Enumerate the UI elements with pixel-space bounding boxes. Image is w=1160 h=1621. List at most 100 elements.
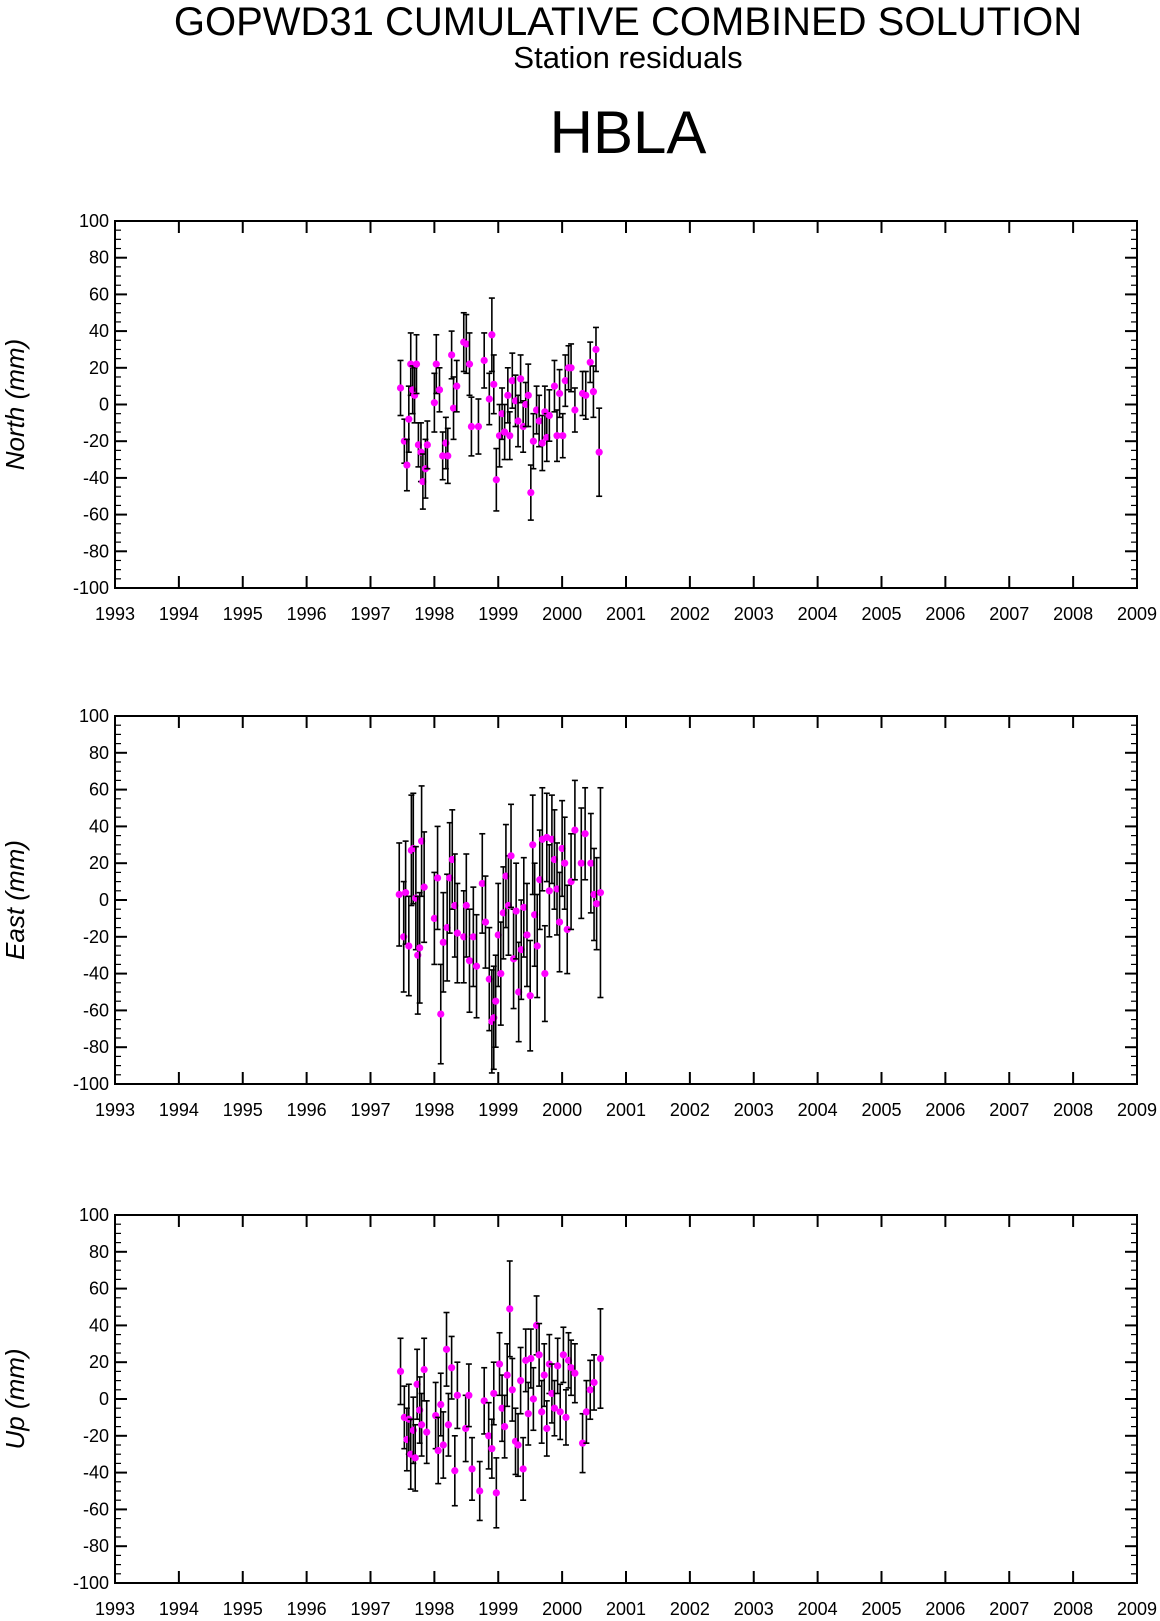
station-name: HBLA (549, 99, 707, 166)
x-tick-label: 2003 (734, 604, 774, 624)
y-axis-label: East (mm) (0, 840, 30, 960)
data-point (420, 1365, 428, 1374)
y-tick-label: 60 (89, 284, 109, 304)
data-point (529, 841, 537, 849)
data-point (567, 364, 575, 372)
data-point (504, 391, 512, 399)
data-point (490, 1389, 498, 1398)
x-tick-label: 2008 (1053, 604, 1093, 624)
x-tick-label: 2009 (1117, 1100, 1157, 1120)
data-point (439, 938, 447, 946)
data-point (405, 415, 413, 423)
plot-frame (114, 220, 1138, 589)
y-tick-label: -20 (83, 1426, 109, 1446)
chart-panel-1: 1993 1994 1995 1996 1997 1998 1999 2000 2001 2002… (0, 211, 1157, 624)
data-point (492, 997, 500, 1005)
data-point (403, 461, 411, 469)
data-point (430, 399, 438, 407)
x-tick-label: 2003 (734, 1599, 774, 1619)
data-point (514, 1441, 522, 1449)
y-tick-label: 20 (89, 1352, 109, 1372)
x-tick-label: 1994 (159, 1599, 199, 1619)
data-point (481, 918, 490, 926)
x-tick-label: 2001 (606, 604, 646, 624)
data-point (412, 360, 421, 368)
y-tick-label: 80 (89, 1242, 109, 1262)
data-point (449, 404, 458, 412)
y-tick-label: 100 (79, 706, 109, 726)
y-tick-label: -40 (83, 468, 109, 488)
y-tick-label: 0 (99, 1389, 109, 1409)
y-tick-label: -80 (83, 541, 109, 561)
data-point (559, 1351, 568, 1359)
x-tick-label: 2004 (798, 604, 838, 624)
data-point (469, 933, 477, 941)
data-point (593, 900, 601, 908)
x-tick-label: 1996 (287, 604, 327, 624)
data-point (423, 1428, 431, 1436)
x-tick-label: 2007 (989, 604, 1029, 624)
data-point (517, 1377, 525, 1385)
data-point (418, 1421, 426, 1429)
y-tick-label: -40 (83, 1463, 109, 1483)
data-point (495, 1360, 504, 1368)
data-point (451, 1467, 459, 1475)
data-point (402, 889, 410, 897)
data-point (503, 1371, 511, 1379)
data-point (506, 432, 514, 440)
data-point (411, 1454, 419, 1462)
data-point (396, 384, 405, 392)
data-point (545, 887, 553, 895)
x-tick-label: 1999 (478, 1100, 518, 1120)
data-point (529, 437, 537, 445)
data-point (586, 358, 594, 366)
data-point (416, 944, 424, 952)
data-point (555, 389, 564, 398)
x-tick-label: 1997 (350, 1599, 390, 1619)
y-tick-label: -100 (73, 1573, 109, 1593)
data-point (535, 1351, 543, 1359)
data-point (553, 432, 561, 440)
data-point (501, 1423, 509, 1431)
data-point (439, 452, 447, 460)
x-tick-label: 1995 (223, 1100, 263, 1120)
data-point (538, 1408, 546, 1416)
data-point (581, 830, 589, 838)
data-point (582, 1408, 590, 1416)
data-point (474, 422, 483, 431)
data-point (523, 931, 531, 939)
chart-panel-3: 1993 1994 1995 1996 1997 1998 1999 2000 2001 2002… (0, 1205, 1157, 1619)
data-point (448, 351, 456, 359)
y-tick-label: 80 (89, 248, 109, 268)
data-point (508, 377, 516, 385)
data-point (507, 852, 515, 860)
plot-frame (114, 715, 1138, 1085)
data-point (586, 1386, 594, 1394)
data-point (448, 1364, 456, 1372)
y-tick-label: 60 (89, 780, 109, 800)
data-point (577, 859, 585, 867)
data-point (590, 1378, 598, 1387)
x-tick-label: 2009 (1117, 604, 1157, 624)
data-point (592, 345, 600, 354)
data-point (485, 395, 493, 403)
y-tick-label: -60 (83, 505, 109, 525)
data-point (462, 340, 470, 348)
data-point (396, 1367, 405, 1375)
data-point (488, 331, 496, 339)
data-point (465, 360, 474, 368)
data-point (589, 388, 598, 396)
plot-frame (114, 1214, 1138, 1584)
data-point (578, 1439, 587, 1447)
data-point (433, 874, 442, 882)
data-point (567, 1364, 575, 1372)
data-point (545, 411, 553, 420)
y-tick-label: -100 (73, 1074, 109, 1094)
data-point (432, 360, 440, 368)
data-point (444, 1421, 453, 1429)
x-tick-label: 2008 (1053, 1599, 1093, 1619)
data-point (476, 1487, 484, 1495)
x-tick-label: 2009 (1117, 1599, 1157, 1619)
data-point (453, 1391, 461, 1399)
y-tick-label: 60 (89, 1279, 109, 1299)
